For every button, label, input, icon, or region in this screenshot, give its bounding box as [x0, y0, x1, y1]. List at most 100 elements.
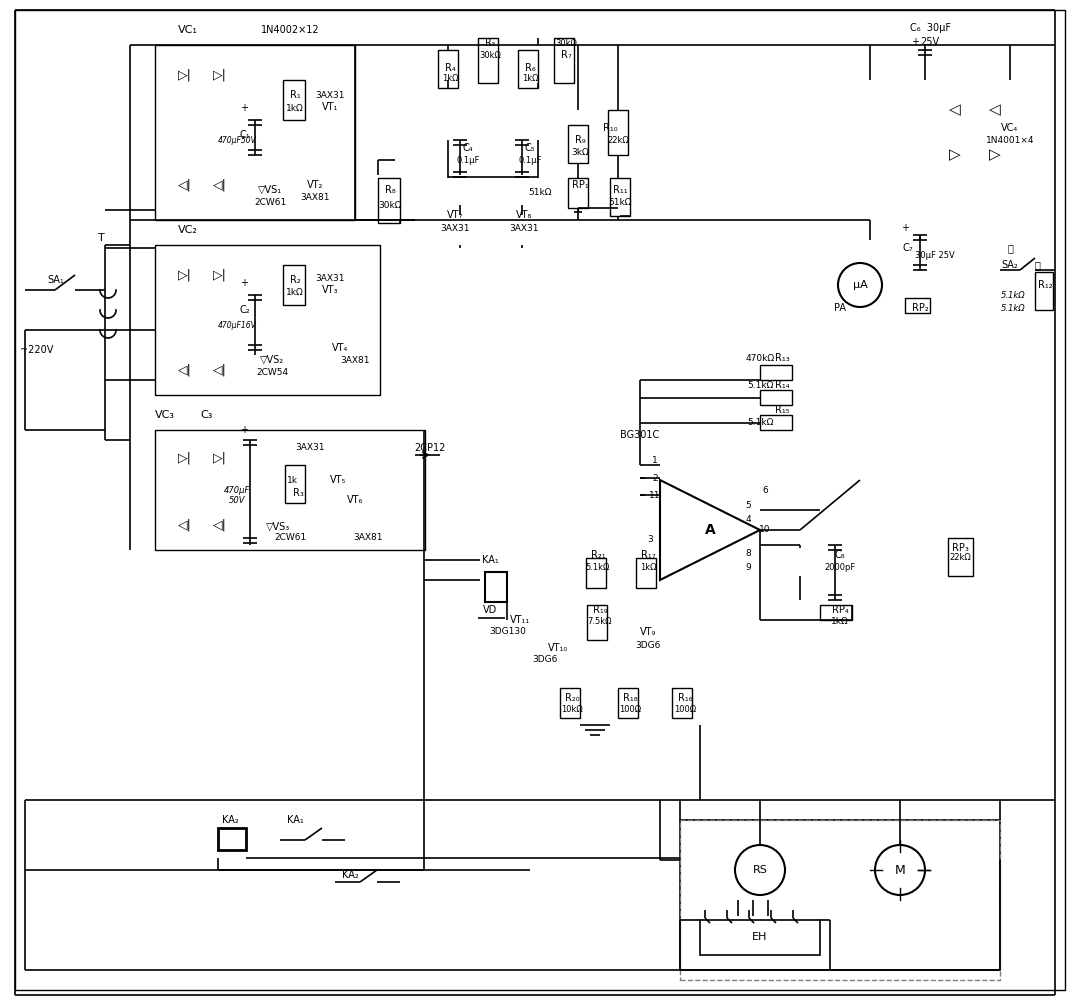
Text: KA₁: KA₁: [481, 555, 498, 565]
Text: VT₃: VT₃: [322, 285, 338, 295]
Text: 51kΩ: 51kΩ: [528, 187, 552, 196]
Bar: [680, 820, 1000, 970]
Text: R₁₅: R₁₅: [774, 405, 789, 415]
Text: ◁: ◁: [989, 103, 1001, 118]
Bar: [518, 50, 538, 88]
Text: C₁: C₁: [240, 130, 250, 140]
Text: RP₁: RP₁: [571, 180, 589, 190]
Bar: [608, 110, 628, 155]
Text: R₁₂: R₁₂: [1037, 280, 1053, 290]
Text: 3AX31: 3AX31: [316, 274, 345, 283]
Text: SA₂: SA₂: [1002, 260, 1018, 270]
Text: VC₄: VC₄: [1001, 123, 1018, 133]
Text: 30kΩ: 30kΩ: [479, 50, 500, 59]
Text: R₁₉: R₁₉: [593, 605, 607, 615]
Text: 50V: 50V: [229, 496, 245, 504]
Text: SA₁: SA₁: [47, 275, 63, 285]
Bar: [680, 820, 1000, 980]
Text: C₆  30μF: C₆ 30μF: [910, 23, 950, 33]
Bar: [610, 178, 630, 216]
Text: C₅: C₅: [525, 143, 535, 153]
Text: R₉: R₉: [575, 135, 585, 145]
Text: ▷|: ▷|: [178, 452, 192, 465]
Text: ◁|: ◁|: [178, 363, 192, 376]
Text: 5.1kΩ: 5.1kΩ: [746, 417, 773, 427]
Text: KA₂: KA₂: [221, 815, 238, 825]
Text: C₄: C₄: [463, 143, 474, 153]
Text: R₁₇: R₁₇: [641, 550, 655, 560]
Text: EH: EH: [752, 932, 768, 942]
Text: 3DG6: 3DG6: [636, 641, 661, 650]
Text: ▽VS₃: ▽VS₃: [266, 522, 290, 532]
Text: C₇: C₇: [902, 243, 913, 253]
Text: 30kΩ: 30kΩ: [378, 200, 402, 209]
Text: ▷|: ▷|: [213, 452, 227, 465]
Text: 1kΩ: 1kΩ: [522, 73, 538, 82]
Text: VT₇: VT₇: [447, 210, 463, 220]
Text: R₂: R₂: [290, 275, 301, 285]
Text: 22kΩ: 22kΩ: [607, 136, 629, 145]
Bar: [760, 415, 792, 430]
Text: ◁|: ◁|: [213, 178, 227, 191]
Bar: [700, 920, 821, 955]
Text: 22kΩ: 22kΩ: [949, 553, 971, 562]
Text: R₁₀: R₁₀: [603, 123, 618, 133]
Text: 3DG6: 3DG6: [533, 656, 557, 665]
Text: 10: 10: [759, 525, 771, 534]
Text: 30kΩ: 30kΩ: [555, 38, 577, 47]
Text: 3kΩ: 3kΩ: [571, 148, 589, 157]
Text: R₇: R₇: [561, 50, 571, 60]
Text: ▷|: ▷|: [213, 269, 227, 282]
Text: 8: 8: [745, 548, 751, 557]
Text: 3DG130: 3DG130: [490, 628, 526, 637]
Text: 470μF50V: 470μF50V: [218, 136, 257, 145]
Bar: [218, 828, 246, 850]
Text: VT₁₁: VT₁₁: [510, 615, 531, 625]
Text: 2CP12: 2CP12: [415, 443, 446, 453]
Text: 5.1kΩ: 5.1kΩ: [1000, 291, 1025, 300]
Bar: [485, 572, 507, 602]
Bar: [948, 538, 973, 576]
Text: M: M: [895, 863, 905, 876]
Text: 2CW61: 2CW61: [253, 197, 286, 206]
Bar: [155, 45, 355, 220]
Bar: [554, 38, 574, 83]
Text: ◁|: ◁|: [178, 518, 192, 531]
Text: 3AX31: 3AX31: [440, 223, 469, 232]
Bar: [284, 80, 305, 120]
Bar: [672, 688, 692, 718]
Text: 1kΩ: 1kΩ: [441, 73, 459, 82]
Text: VT₈: VT₈: [516, 210, 533, 220]
Text: R₁: R₁: [290, 90, 301, 100]
Text: ▷|: ▷|: [213, 68, 227, 81]
Text: 2: 2: [652, 474, 657, 483]
Bar: [568, 178, 587, 208]
Text: 2000pF: 2000pF: [825, 563, 856, 572]
Text: VT₁: VT₁: [322, 102, 338, 112]
Text: 3AX81: 3AX81: [340, 355, 369, 364]
Text: R₈: R₈: [384, 185, 395, 195]
Bar: [905, 298, 930, 313]
Text: 10kΩ: 10kΩ: [561, 705, 583, 714]
Text: R₄: R₄: [445, 63, 455, 73]
Text: R₂₁: R₂₁: [591, 550, 606, 560]
Bar: [568, 125, 587, 163]
Text: ◁|: ◁|: [213, 518, 227, 531]
Bar: [760, 365, 792, 380]
Text: 0.1μF: 0.1μF: [456, 156, 480, 165]
Bar: [478, 38, 498, 83]
Text: VC₂: VC₂: [178, 225, 198, 235]
Text: 1: 1: [652, 456, 658, 465]
Text: T: T: [98, 233, 105, 243]
Text: VT₆: VT₆: [347, 495, 363, 505]
Text: ▷|: ▷|: [178, 269, 192, 282]
Bar: [636, 558, 656, 588]
Text: R₅: R₅: [484, 38, 495, 48]
Text: KA₂: KA₂: [342, 870, 359, 880]
Text: 1k: 1k: [287, 476, 297, 485]
Bar: [378, 178, 400, 223]
Text: 2CW61: 2CW61: [274, 533, 306, 542]
Text: 3AX81: 3AX81: [301, 192, 330, 201]
Text: VT₄: VT₄: [332, 343, 348, 353]
Text: 1kΩ: 1kΩ: [286, 288, 304, 297]
